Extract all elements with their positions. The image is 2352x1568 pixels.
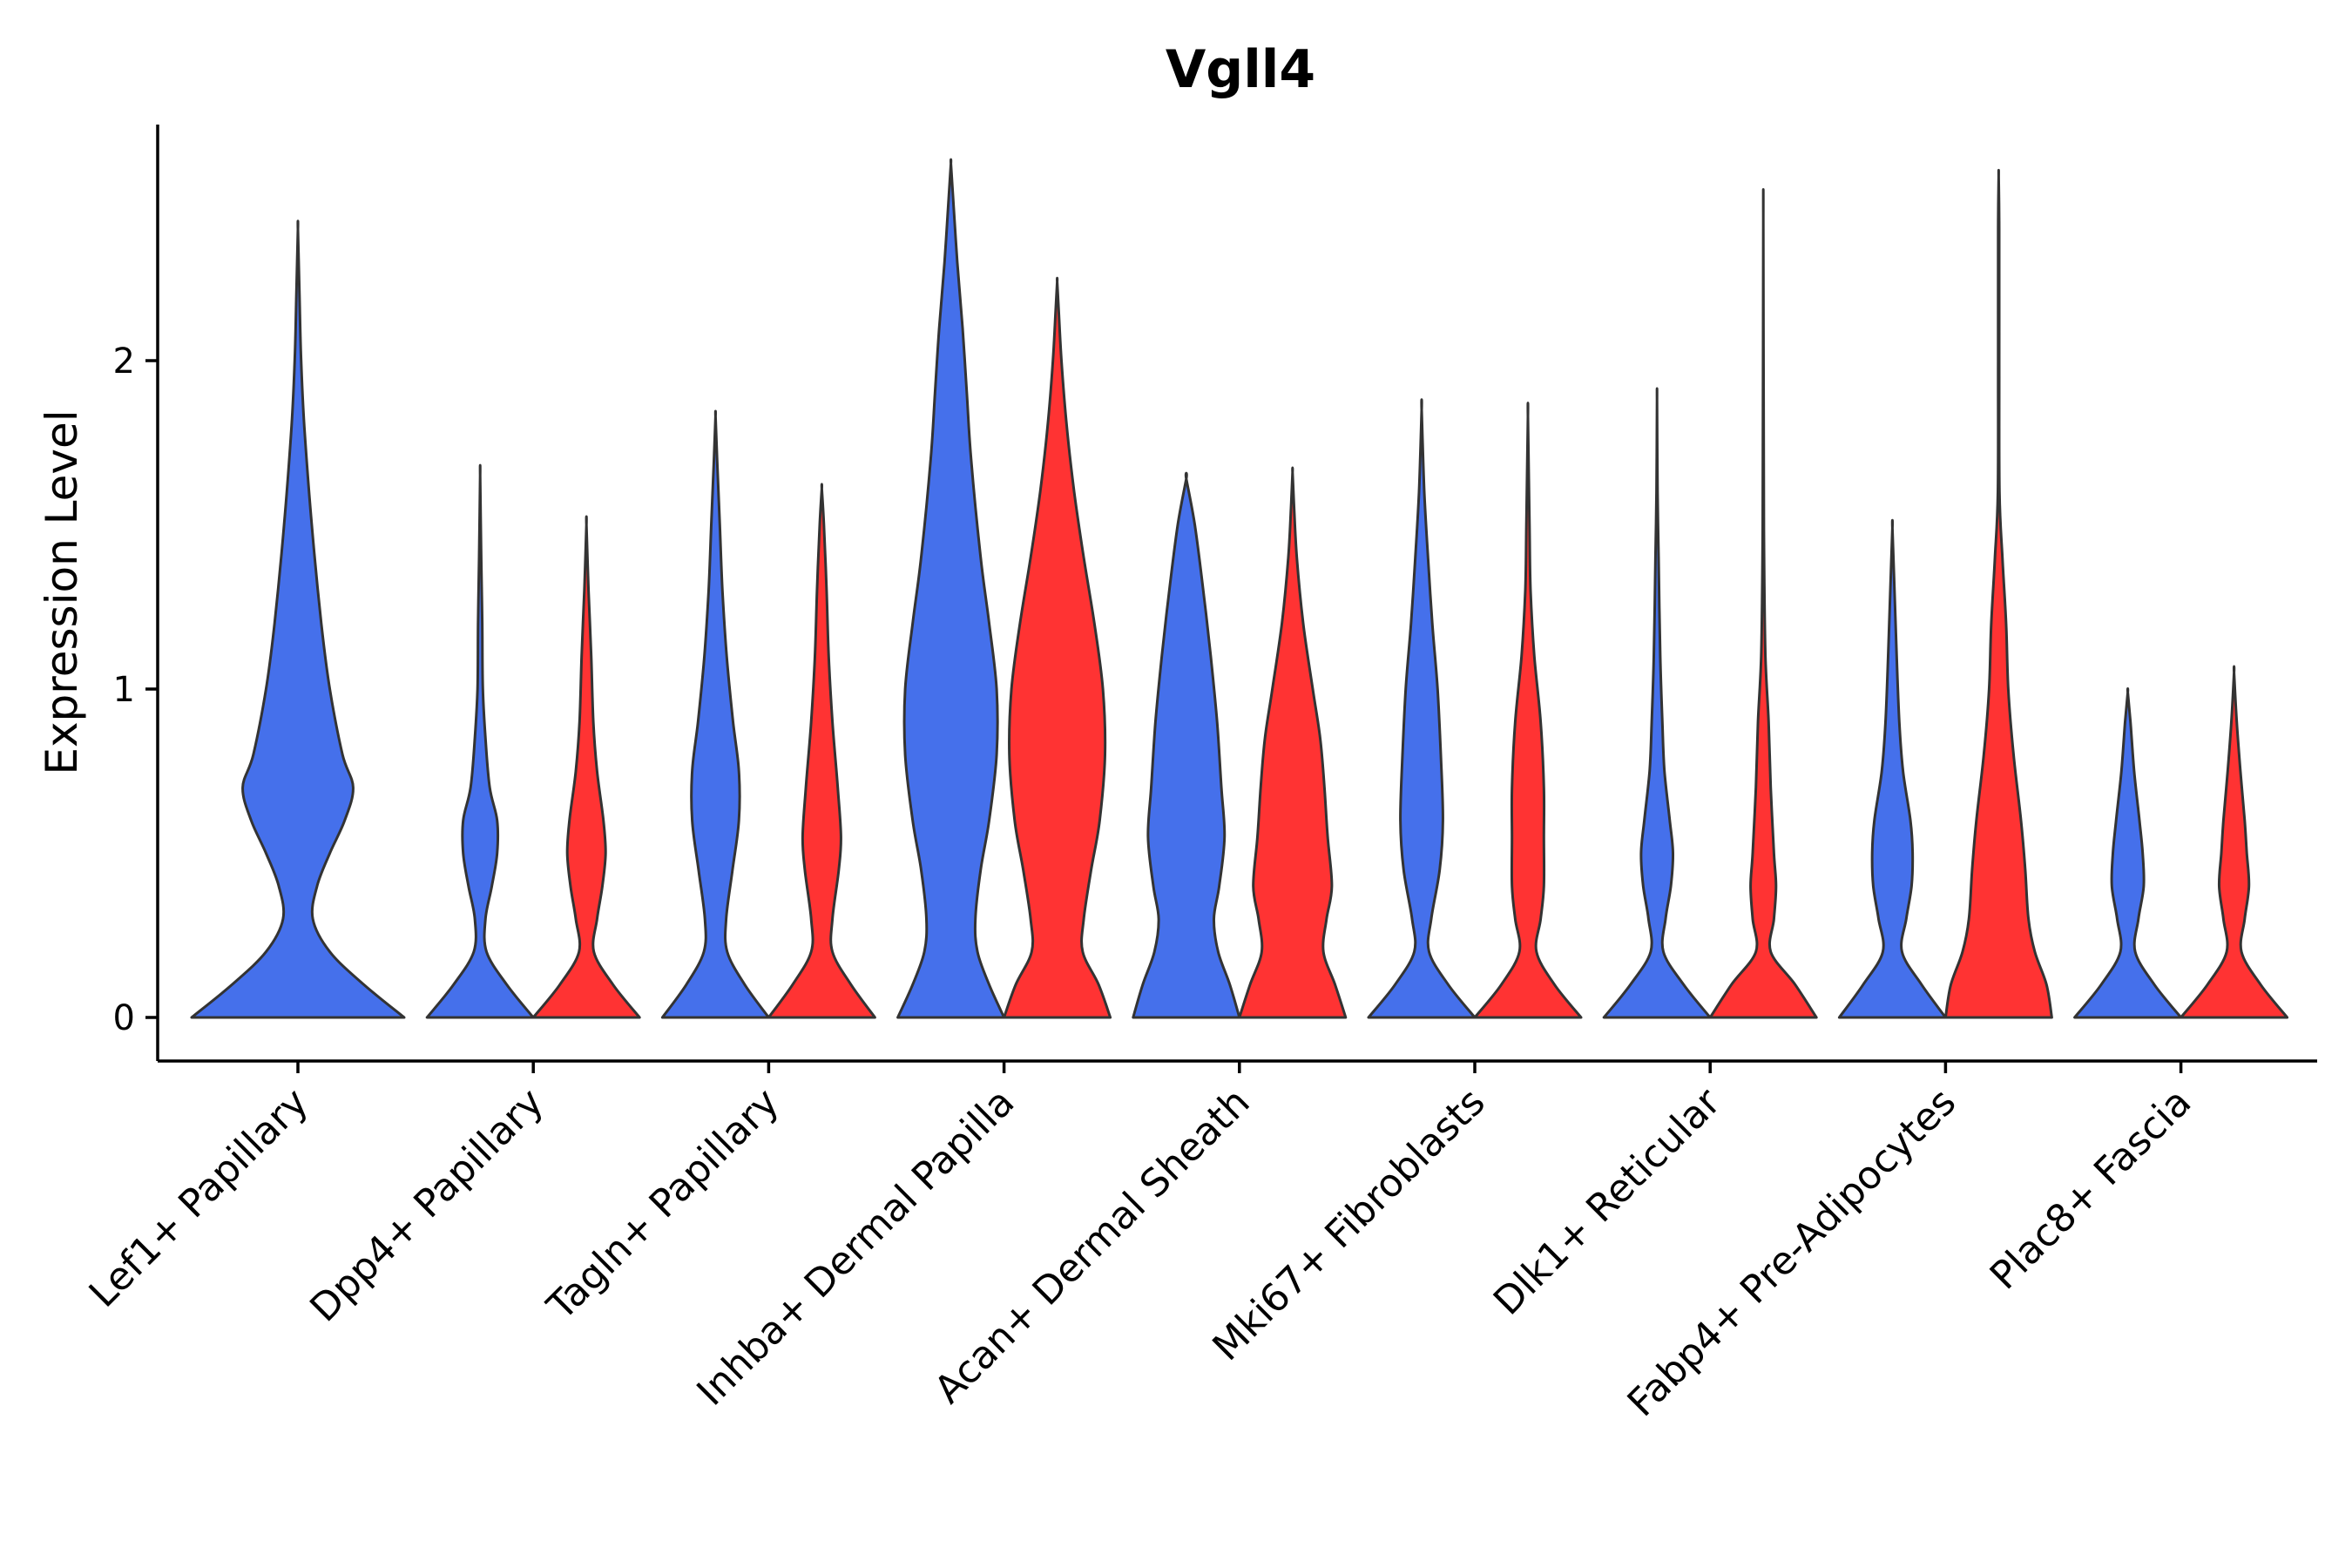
y-axis-label: Expression Level — [37, 409, 87, 774]
violin-lef1-papillary-group-1 — [190, 220, 406, 1019]
x-tick-label: Dpp4+ Papillary — [301, 1080, 552, 1331]
chart-title: Vgll4 — [1166, 39, 1315, 100]
violin-mki67-fibroblasts-group-2 — [1473, 402, 1583, 1019]
violins-layer — [190, 158, 2289, 1019]
violin-tagln-papillary-group-2 — [767, 483, 876, 1019]
violin-acan-dermal-sheath-group-1 — [1132, 471, 1241, 1019]
violin-plac8-fascia-group-1 — [2073, 687, 2183, 1019]
violin-acan-dermal-sheath-group-2 — [1238, 466, 1348, 1019]
violin-fabp4-pre-adipocytes-group-2 — [1943, 168, 2053, 1019]
x-tick-label: Mki67+ Fibroblasts — [1204, 1080, 1493, 1369]
violin-tagln-papillary-group-1 — [660, 409, 770, 1019]
axes-layer — [156, 125, 2317, 1063]
y-tick-label: 1 — [113, 670, 135, 710]
violin-inhba-dermal-papilla-group-2 — [1003, 276, 1112, 1019]
violin-inhba-dermal-papilla-group-1 — [896, 158, 1006, 1019]
violin-fabp4-pre-adipocytes-group-1 — [1837, 518, 1947, 1019]
y-ticks: 0 1 2 — [113, 341, 158, 1038]
y-tick-label: 0 — [113, 998, 135, 1038]
violin-dpp4-papillary-group-2 — [531, 515, 641, 1019]
violin-dlk1-reticular-group-2 — [1708, 187, 1818, 1019]
violin-dlk1-reticular-group-1 — [1602, 387, 1712, 1019]
y-tick-label: 2 — [113, 341, 135, 382]
violin-dpp4-papillary-group-1 — [425, 463, 535, 1019]
x-tick-label: Lef1+ Papillary — [81, 1080, 317, 1316]
x-tick-label: Tagln+ Papillary — [538, 1080, 787, 1329]
violin-plac8-fascia-group-2 — [2180, 665, 2289, 1019]
violin-mki67-fibroblasts-group-1 — [1367, 398, 1477, 1019]
x-tick-label: Plac8+ Fascia — [1982, 1080, 2200, 1299]
x-tick-label: Dlk1+ Reticular — [1485, 1079, 1730, 1324]
